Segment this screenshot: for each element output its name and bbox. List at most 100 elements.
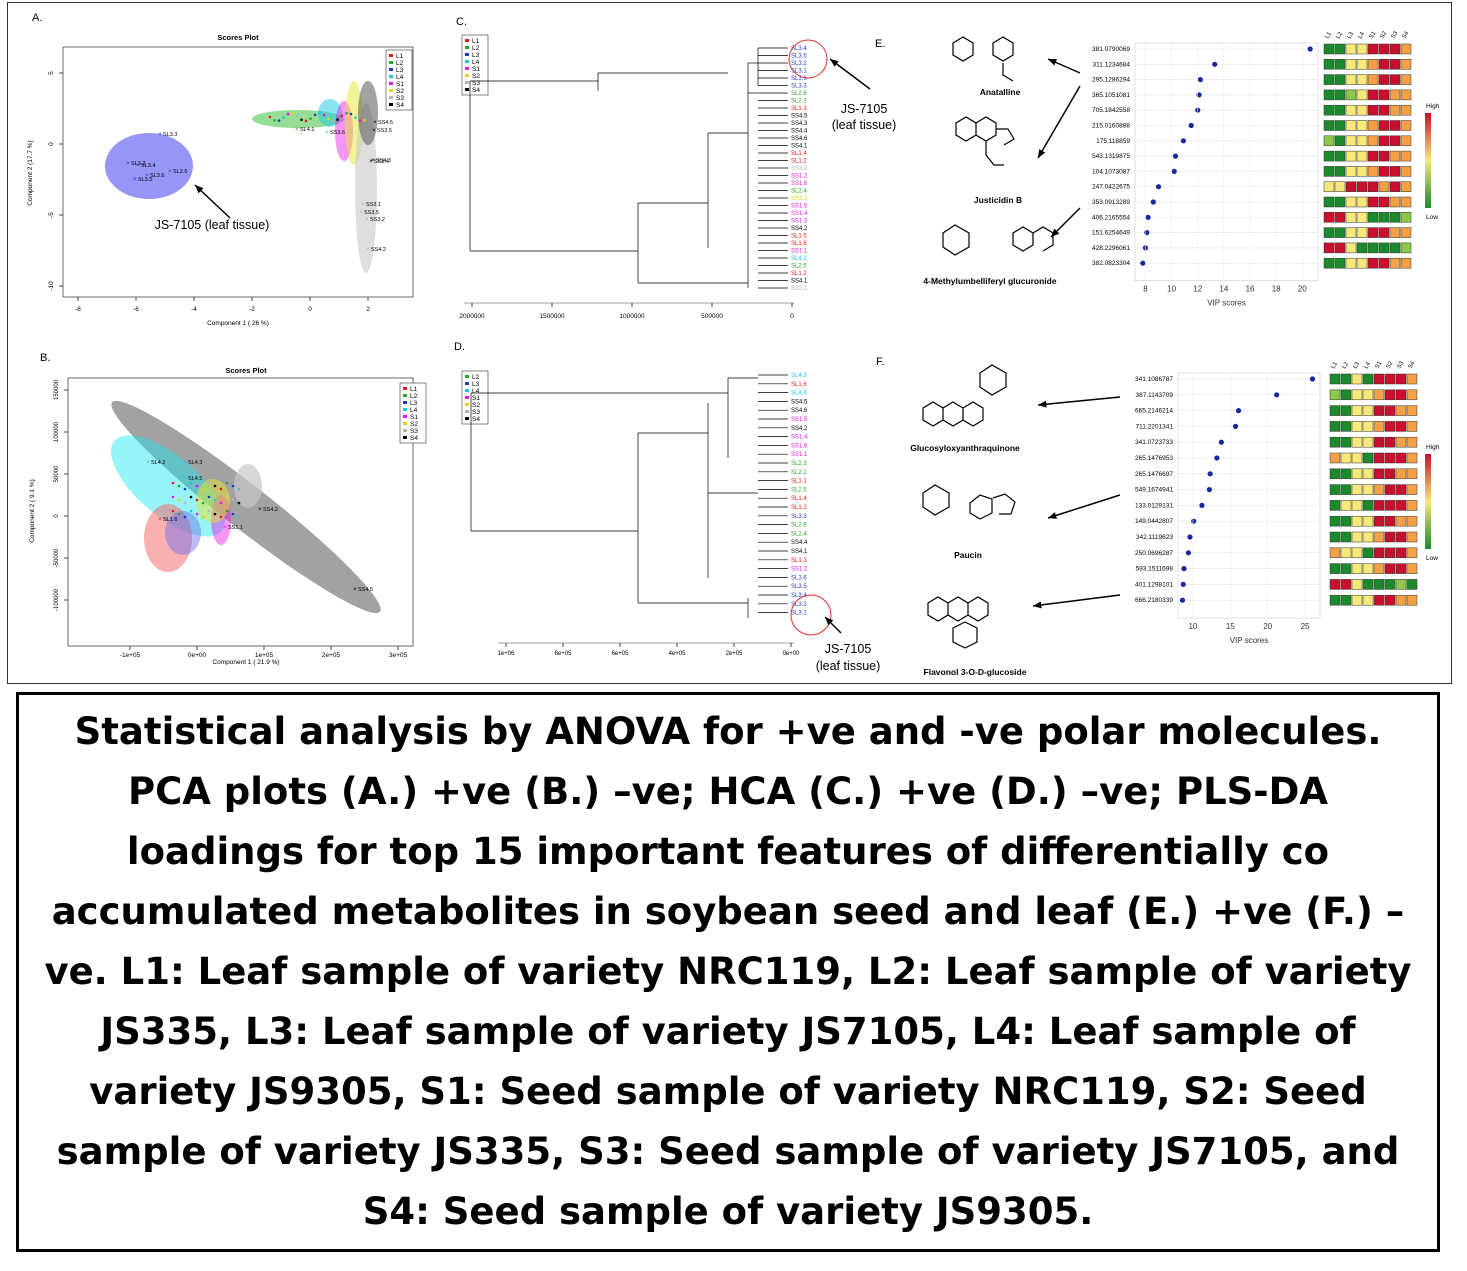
panel-e-heat-cell: [1400, 181, 1412, 192]
panel-d-legend-swatch: [465, 403, 469, 406]
panel-e-heat-cell: [1345, 43, 1357, 55]
panel-d-leaf-label: SS4.5: [791, 399, 808, 405]
panel-d-legend-label: S4: [472, 416, 480, 423]
panel-f-vip-point: [1232, 423, 1239, 429]
panel-d-legend-swatch: [465, 389, 469, 392]
justicidin-structure: [955, 116, 1015, 166]
panel-e-heat-cell: [1323, 120, 1335, 131]
panel-f-heat-cell: [1373, 484, 1385, 495]
panel-f-heat-cell: [1373, 452, 1385, 464]
panel-e-heat-cell: [1345, 135, 1357, 147]
panel-f-heat-cell: [1373, 421, 1385, 432]
panel-e-heat-cell: [1389, 89, 1401, 101]
panel-a-point: ×: [126, 160, 130, 167]
panel-f-feature-label: 265.1476697: [1135, 471, 1173, 478]
panel-a-point: ×: [136, 162, 140, 169]
panel-c-legend-swatch: [465, 74, 469, 77]
panel-e-heat-col-label: L2: [1336, 31, 1345, 40]
panel-f-heat-cell: [1362, 563, 1374, 574]
panel-e-heat-col-label: L3: [1347, 31, 1356, 40]
panel-d-xtick-label: 4e+05: [669, 651, 687, 657]
panel-e-heat-cell: [1389, 74, 1401, 85]
panel-b-legend-label: L3: [410, 400, 418, 407]
panel-d-legend-label: S1: [472, 395, 480, 402]
panel-e-heat-cell: [1378, 89, 1390, 101]
panel-a-xtick-label: 0: [308, 306, 312, 313]
panel-f-heat-cell: [1351, 468, 1363, 480]
panel-e-heat-cell: [1389, 120, 1401, 131]
panel-a-cluster-point: [300, 118, 303, 121]
panel-b-legend-swatch: [403, 436, 407, 439]
panel-a-point: ×: [359, 209, 363, 216]
panel-c-label: C.: [456, 16, 467, 28]
panel-d-leaf-label: SL2.2: [791, 470, 807, 476]
panel-d-leaf-label: SL1.2: [791, 505, 807, 511]
panel-a-ytick-label: -10: [48, 281, 55, 291]
panel-f-heat-cell: [1384, 500, 1396, 511]
panel-e-heat-cell: [1356, 196, 1368, 208]
panel-c-leaf-label: SL2.4: [791, 189, 807, 195]
panel-e-vip-point: [1196, 92, 1202, 98]
panel-a-point-label: SS4.5: [378, 120, 393, 126]
compound-flavonol: Flavonol 3-O-D-glucoside: [924, 667, 1027, 677]
panel-e-heat-cell: [1345, 104, 1357, 116]
panel-f-vip-point: [1207, 471, 1213, 477]
panel-d-leaf-label: SL3.4: [791, 593, 807, 599]
panel-b-cluster-point: [231, 498, 235, 502]
panel-d-arrow-head: [825, 617, 834, 626]
panel-a-cluster-point: [313, 113, 317, 117]
panel-b-point: ×: [353, 586, 357, 593]
panel-b-point: ×: [183, 475, 187, 482]
panel-b-cluster-point: [225, 481, 229, 485]
panel-a-legend-label: S2: [396, 88, 404, 95]
panel-e-vip-point: [1171, 168, 1177, 174]
panel-f-heat-cell: [1384, 468, 1396, 480]
panel-a-point-label: SL3.6: [150, 173, 164, 179]
panel-e-heat-cell: [1378, 43, 1390, 55]
panel-a-ytick-label: -5: [48, 212, 55, 218]
panel-f-xtick-label: 25: [1301, 622, 1310, 631]
panel-f-heat-cell: [1373, 515, 1385, 527]
panel-f-heat-cell: [1384, 373, 1396, 385]
panel-c-legend-label: S4: [472, 87, 480, 94]
panel-b-cluster-point: [177, 498, 181, 502]
panel-f-heat-cell: [1406, 500, 1418, 511]
panel-d-leaf-label: SL2.3: [791, 461, 807, 467]
panel-f-vip-point: [1187, 534, 1193, 540]
panel-c-xtick-label: 2000000: [459, 313, 485, 320]
panel-d-leaf-label: SS4.4: [791, 540, 808, 546]
panel-b-cluster-point: [183, 487, 187, 491]
panel-e-feature-label: 151.6254649: [1092, 230, 1130, 237]
panel-e-feature-label: 543.1319875: [1092, 153, 1130, 160]
panel-b-label: B.: [40, 352, 50, 364]
panel-b-title: Scores Plot: [225, 366, 267, 375]
panel-e-heat-cell: [1345, 74, 1357, 85]
panel-f-heat-cell: [1373, 436, 1385, 448]
anatalline-structure: [952, 36, 1014, 82]
panel-e-feature-label: 215.0160888: [1092, 123, 1130, 130]
panel-e-heat-cell: [1378, 257, 1390, 269]
panel-f-arrow-3-head: [1033, 601, 1042, 609]
panel-b-legend-label: S4: [410, 435, 418, 442]
panel-f-feature-label: 133.0129131: [1135, 502, 1173, 509]
panel-f-heat-cell: [1384, 389, 1396, 401]
panel-b-cluster-point: [207, 509, 211, 513]
panel-c-xtick-label: 0: [790, 313, 794, 320]
panel-a-point: ×: [372, 127, 376, 134]
panel-e-heat-cell: [1334, 135, 1346, 147]
panel-b-ellipse-l3: [165, 511, 201, 555]
panel-a-cluster-point: [304, 119, 308, 123]
panel-d-leaf-label: SL3.3: [791, 514, 807, 520]
panel-e-xlabel: VIP scores: [1207, 299, 1246, 308]
panel-b-ylabel: Component 2 ( 9.1 %): [29, 479, 36, 543]
panel-d-leaf-label: SS1.2: [791, 567, 808, 573]
panel-e-scale-high: High: [1426, 103, 1440, 110]
panel-e-heat-cell: [1400, 89, 1412, 101]
panel-e-heat-cell: [1378, 212, 1390, 223]
panel-d-leaf-label: SL1.4: [791, 496, 807, 502]
panel-f-heat-cell: [1406, 405, 1418, 416]
panel-b-cluster-point: [213, 512, 217, 516]
panel-f-heat-col-label: L2: [1342, 361, 1351, 370]
panel-f-arrow-2: [1047, 494, 1121, 519]
panel-e-heat-cell: [1345, 212, 1357, 223]
